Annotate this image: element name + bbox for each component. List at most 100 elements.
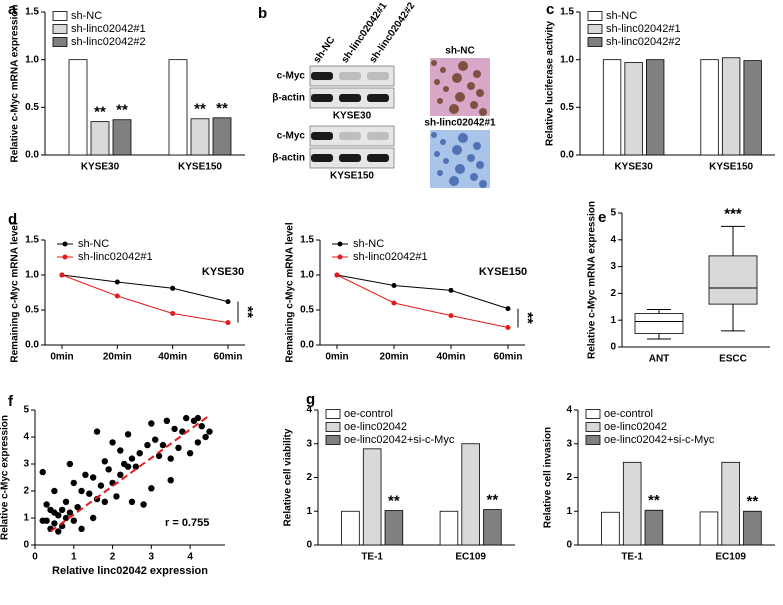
legend-swatch — [587, 24, 603, 34]
band — [367, 132, 389, 140]
lane-label: sh-NC — [312, 35, 338, 65]
point — [167, 477, 174, 484]
x-tick-label: KYSE30 — [614, 162, 653, 173]
significance: ** — [747, 493, 759, 510]
panel-label: e — [598, 209, 606, 226]
significance: ** — [194, 101, 206, 118]
chart-title: KYSE150 — [479, 266, 527, 278]
bar — [439, 510, 459, 546]
point — [66, 460, 74, 468]
significance: ** — [216, 100, 228, 117]
x-tick-label: 20min — [103, 352, 132, 363]
bar — [90, 121, 110, 156]
point — [132, 463, 140, 470]
panel-label: c — [546, 1, 554, 18]
legend-swatch — [52, 24, 68, 34]
y-tick-label: 0.5 — [25, 102, 39, 113]
y-tick-label: 3 — [566, 438, 572, 449]
legend-label: sh-NC — [78, 238, 109, 250]
point — [334, 272, 340, 278]
significance: ** — [648, 492, 660, 509]
point — [175, 444, 182, 451]
point — [148, 420, 155, 427]
legend-swatch — [325, 422, 341, 432]
x-tick-label: 0min — [50, 352, 73, 363]
point — [117, 447, 124, 454]
legend-label: oe-control — [344, 408, 393, 420]
significance: ** — [519, 312, 536, 324]
band — [367, 94, 389, 102]
ihc-cell — [470, 101, 478, 109]
point — [55, 512, 62, 519]
y-axis-label: Relative cell viability — [283, 428, 294, 526]
point — [55, 528, 62, 535]
ihc-cell — [479, 180, 487, 188]
ihc-cell — [458, 61, 468, 71]
band — [311, 132, 333, 140]
legend-label: oe-control — [604, 408, 653, 420]
bar — [743, 510, 762, 546]
point — [225, 299, 231, 305]
point — [198, 423, 205, 430]
point — [39, 468, 46, 476]
y-tick-label: 1 — [610, 315, 616, 326]
y-tick-label: 0 — [566, 540, 572, 551]
legend-marker — [62, 254, 68, 260]
band — [339, 72, 361, 80]
point — [448, 287, 454, 293]
legend-swatch — [585, 409, 601, 419]
significance: ** — [487, 492, 499, 509]
point — [74, 504, 81, 511]
bar — [68, 59, 88, 156]
band — [339, 132, 361, 140]
legend-swatch — [585, 422, 601, 432]
point — [163, 417, 171, 424]
y-tick-label: 0 — [23, 540, 29, 551]
point — [155, 452, 163, 460]
row-label: β-actin — [272, 93, 305, 104]
y-tick-label: 3 — [23, 459, 29, 470]
ihc-cell — [476, 161, 484, 169]
bar — [721, 461, 740, 546]
bar — [341, 510, 360, 546]
y-tick-label: 0.5 — [300, 305, 314, 316]
bar — [601, 511, 620, 546]
x-tick-label: 4 — [187, 552, 193, 563]
bar — [212, 117, 232, 156]
y-axis-label: Relative c-Myc expression — [0, 415, 11, 540]
ihc-cell — [443, 158, 449, 164]
band — [339, 154, 361, 162]
y-tick-label: 2 — [566, 472, 572, 483]
x-tick-label: 3 — [149, 552, 155, 563]
y-tick-label: 3 — [306, 438, 312, 449]
bar — [168, 59, 188, 156]
x-tick-label: EC109 — [455, 552, 486, 563]
blot-name: KYSE150 — [330, 171, 374, 182]
point — [70, 517, 77, 524]
series-line — [61, 274, 229, 303]
point — [128, 455, 136, 462]
point — [114, 293, 120, 299]
legend-label: sh-linc02042#2 — [71, 36, 146, 48]
point — [70, 479, 77, 487]
legend-label: sh-linc02042#2 — [606, 36, 681, 48]
y-tick-label: 3 — [610, 261, 616, 272]
point — [39, 517, 46, 524]
panel-label: f — [8, 393, 14, 410]
legend-label: oe-linc02042 — [344, 421, 407, 433]
band — [339, 94, 361, 102]
ihc-cell — [431, 60, 437, 66]
legend-swatch — [52, 37, 68, 47]
y-tick-label: 1.5 — [300, 235, 314, 246]
ihc-cell — [458, 133, 468, 143]
y-tick-label: 1 — [306, 506, 312, 517]
legend-marker — [337, 254, 343, 260]
x-tick-label: EC109 — [715, 552, 746, 563]
panel-label: b — [258, 5, 267, 22]
legend-swatch — [585, 435, 601, 445]
ihc-cell — [437, 170, 443, 176]
bar — [384, 510, 404, 546]
y-tick-label: 0.5 — [560, 102, 574, 113]
point — [109, 439, 116, 446]
legend-swatch — [52, 11, 68, 21]
